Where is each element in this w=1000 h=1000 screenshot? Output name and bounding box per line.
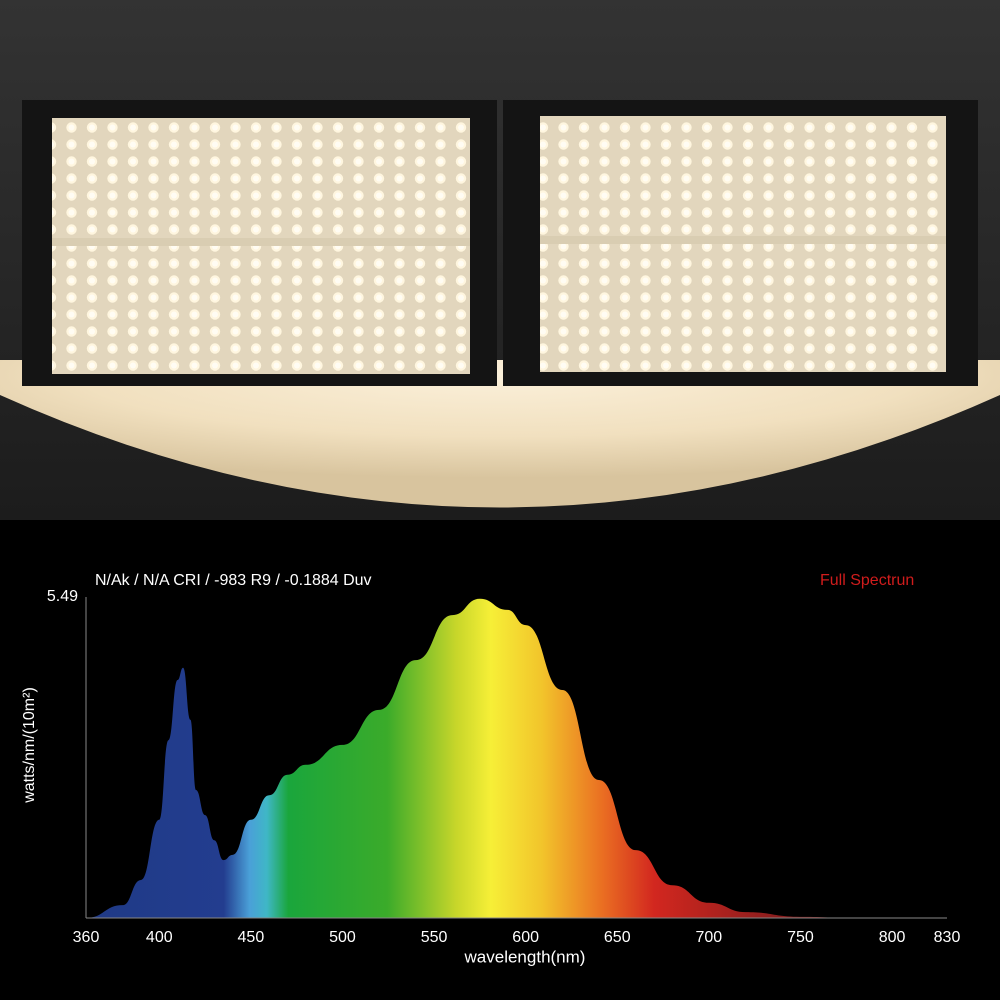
x-tick-label: 550 <box>421 929 448 946</box>
chart-title: N/Ak / N/A CRI / -983 R9 / -0.1884 Duv <box>95 572 372 589</box>
x-tick-label: 750 <box>787 929 814 946</box>
x-tick-label: 600 <box>512 929 539 946</box>
light-glow <box>0 360 1000 508</box>
annotation: Full Spectrun <box>820 572 914 589</box>
x-tick-label: 800 <box>879 929 906 946</box>
y-axis-label: watts/nm/(10m²) <box>21 687 38 804</box>
x-axis-label: wavelength(nm) <box>464 947 586 966</box>
x-tick-label: 450 <box>238 929 265 946</box>
y-tick-label: 5.49 <box>47 588 78 605</box>
x-tick-label: 500 <box>329 929 356 946</box>
x-tick-label: 360 <box>73 929 100 946</box>
product-photo <box>0 0 1000 520</box>
x-tick-label: 700 <box>695 929 722 946</box>
x-tick-label: 650 <box>604 929 631 946</box>
board-gap <box>540 236 946 244</box>
x-tick-label: 830 <box>934 929 961 946</box>
board-gap <box>52 238 470 246</box>
spectrum-area <box>86 598 947 918</box>
x-tick-label: 400 <box>146 929 173 946</box>
